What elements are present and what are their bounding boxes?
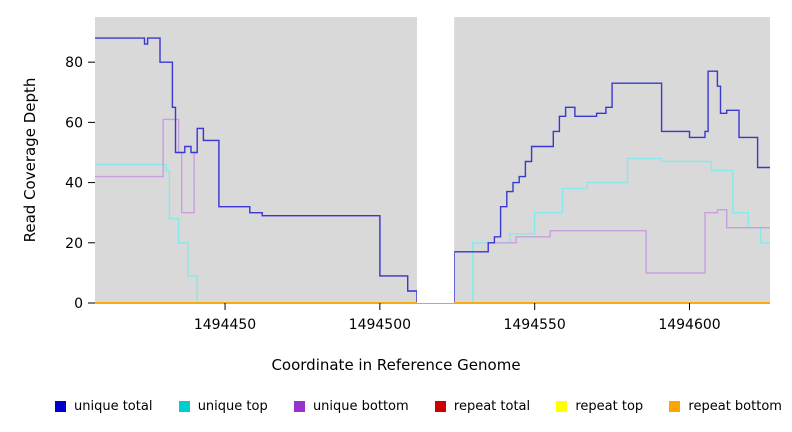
x-tick-label: 1494450: [194, 317, 256, 333]
legend-item-unique-total: unique total: [55, 399, 152, 414]
legend-label-repeat-bottom: repeat bottom: [688, 399, 782, 414]
series-unique-total: [95, 37, 770, 304]
legend-swatch-unique-total: [55, 401, 66, 412]
legend-swatch-repeat-total: [434, 401, 446, 412]
y-axis-label: Read Coverage Depth: [21, 77, 39, 243]
y-tick-label: 80: [65, 55, 83, 71]
legend-label-unique-total: unique total: [74, 399, 153, 414]
legend-label-unique-top: unique top: [197, 399, 268, 414]
x-axis-label: Coordinate in Reference Genome: [271, 356, 521, 374]
series-unique-top: [95, 157, 770, 304]
coverage-gap-band: [417, 10, 455, 303]
legend-item-repeat-total: repeat total: [434, 399, 531, 414]
legend-item-unique-top: unique top: [178, 399, 268, 414]
x-tick-label: 1494550: [503, 317, 565, 333]
legend-label-repeat-top: repeat top: [575, 399, 644, 414]
legend-item-repeat-bottom: repeat bottom: [669, 399, 782, 414]
x-tick-label: 1494600: [658, 317, 720, 333]
legend-item-repeat-top: repeat top: [556, 399, 643, 414]
y-tick-label: 60: [65, 115, 83, 131]
legend-swatch-repeat-top: [556, 401, 568, 412]
y-tick-label: 40: [65, 176, 83, 192]
legend: unique total unique top unique bottom repea…: [0, 399, 792, 414]
y-tick-label: 20: [65, 236, 83, 252]
legend-label-repeat-total: repeat total: [453, 399, 531, 414]
y-tick-label: 0: [74, 296, 83, 312]
legend-swatch-repeat-bottom: [669, 401, 681, 412]
legend-label-unique-bottom: unique bottom: [312, 399, 409, 414]
x-tick-label: 1494500: [349, 317, 411, 333]
legend-swatch-unique-bottom: [293, 401, 305, 412]
legend-item-unique-bottom: unique bottom: [293, 399, 409, 414]
coverage-chart: 0 20 40 60 80 1494450 1494500 1494550 1494600: [65, 10, 770, 333]
legend-swatch-unique-top: [178, 401, 190, 412]
